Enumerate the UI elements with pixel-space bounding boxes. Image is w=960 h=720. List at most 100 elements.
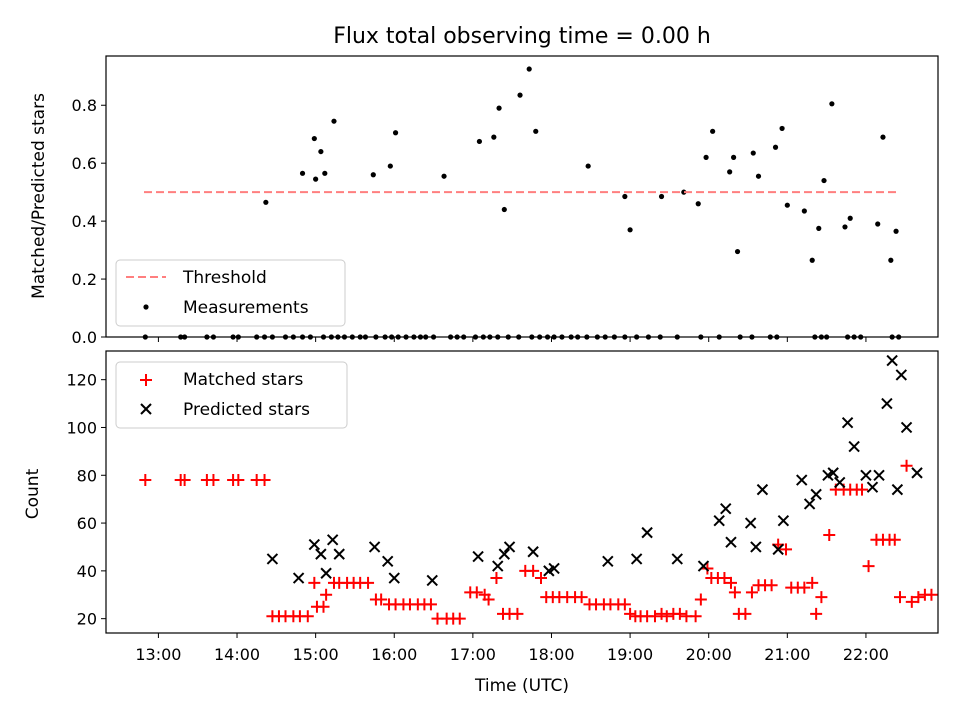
predicted-star-point (803, 498, 816, 510)
matched-star-point (925, 588, 938, 601)
predicted-star-point (713, 514, 725, 527)
measurement-point (681, 189, 687, 195)
measurement-point (779, 125, 785, 132)
predicted-star-point (841, 416, 854, 429)
chart-title: Flux total observing time = 0.00 h (333, 24, 711, 49)
predicted-star-point (866, 481, 879, 493)
predicted-star-point (498, 548, 511, 560)
measurement-point (821, 177, 827, 184)
bottom-axes-frame (105, 350, 939, 634)
matched-star-point (765, 579, 778, 592)
matched-star-point (648, 610, 661, 623)
legend-predicted-swatch (140, 403, 152, 415)
top-panel: 0.00.20.40.60.8 Matched/Predicted stars … (29, 55, 939, 347)
bottom-x-ticks: 13:00 14:00 15:00 16:00 17:00 18:00 19:00 20:00… (135, 633, 889, 664)
top-y-tick-label: 0.4 (72, 212, 97, 231)
bottom-y-tick-label: 60 (77, 514, 97, 533)
bottom-x-tick-label: 13:00 (135, 645, 181, 664)
matched-star-point (718, 572, 731, 585)
matched-star-point (207, 474, 220, 487)
bottom-x-tick-label: 19:00 (607, 645, 653, 664)
bottom-y-tick-label: 80 (77, 466, 97, 485)
measurement-point (703, 154, 709, 160)
matched-star-point (655, 607, 668, 620)
matched-star-point (798, 581, 811, 594)
predicted-star-point (772, 543, 784, 556)
predicted-star-point (750, 541, 762, 553)
measurement-point (517, 92, 523, 98)
matched-star-point (862, 560, 875, 573)
predicted-star-point (881, 397, 893, 410)
matched-star-point (317, 600, 330, 613)
measurement-point (533, 128, 539, 134)
predicted-star-point (744, 517, 757, 529)
measurement-point (809, 257, 815, 263)
matched-star-point (527, 564, 540, 577)
predicted-star-point (873, 469, 885, 481)
matched-star-point (618, 598, 631, 611)
x-axis-label: Time (UTC) (474, 676, 569, 696)
measurement-point (784, 202, 790, 208)
matched-star-point (810, 607, 823, 620)
bottom-y-axis-label: Count (23, 468, 43, 519)
measurement-point (710, 128, 716, 134)
predicted-star-point (641, 526, 653, 539)
measurement-point (392, 130, 399, 136)
matched-star-point (856, 483, 869, 496)
predicted-star-point (630, 553, 643, 565)
matched-star-point (888, 533, 901, 546)
bottom-y-tick-label: 100 (66, 418, 97, 437)
measurement-point (441, 173, 447, 179)
measurement-point (731, 154, 737, 160)
bottom-x-tick-label: 20:00 (686, 645, 732, 664)
matched-star-point (453, 612, 466, 625)
predicted-star-point (548, 562, 560, 575)
predicted-star-point (827, 467, 839, 479)
bottom-x-tick-label: 18:00 (528, 645, 574, 664)
predicted-star-point (368, 541, 381, 553)
matched-star-point (673, 607, 686, 620)
top-y-ticks: 0.0 0.2 0.4 0.6 0.8 (72, 96, 106, 347)
measurement-point (370, 172, 376, 178)
measurement-point (755, 173, 762, 179)
top-y-tick-label: 0.8 (72, 96, 97, 115)
predicted-star-point (333, 548, 345, 560)
predicted-star-point (527, 546, 539, 558)
bottom-x-tick-label: 15:00 (293, 645, 339, 664)
matched-star-point (308, 576, 321, 589)
matched-star-point (534, 572, 547, 585)
matched-star-point (178, 474, 191, 487)
predicted-star-point (381, 555, 394, 568)
predicted-star-point (756, 483, 769, 496)
top-legend-box (115, 259, 346, 327)
top-y-axis-label: Matched/Predicted stars (29, 93, 49, 299)
matched-star-point (470, 586, 483, 599)
measurement-point (627, 227, 633, 233)
predicted-star-point (308, 538, 321, 551)
predicted-star-point (602, 555, 614, 568)
predicted-star-point (848, 440, 860, 453)
predicted-star-point (720, 503, 732, 515)
matched-star-point (232, 474, 245, 487)
legend-predicted-label: Predicted stars (183, 400, 310, 420)
measurement-point (263, 199, 269, 205)
matched-star-point (694, 593, 707, 606)
predicted-star-point (860, 469, 872, 481)
bottom-y-tick-label: 20 (77, 610, 97, 629)
measurement-point (772, 144, 779, 150)
matched-star-point (689, 610, 702, 623)
measurement-point (842, 224, 848, 230)
predicted-star-point (725, 536, 737, 548)
measurement-point (476, 138, 483, 145)
predicted-star-point (891, 483, 904, 496)
top-axes-frame (105, 55, 939, 338)
predicted-star-point (886, 354, 898, 367)
predicted-star-point (810, 488, 822, 501)
bottom-x-tick-label: 22:00 (843, 645, 889, 664)
predicted-star-point (388, 572, 400, 584)
measurement-point (318, 148, 324, 155)
matched-star-point (724, 576, 737, 589)
matched-star-point (728, 586, 741, 599)
measurement-point (313, 176, 319, 182)
